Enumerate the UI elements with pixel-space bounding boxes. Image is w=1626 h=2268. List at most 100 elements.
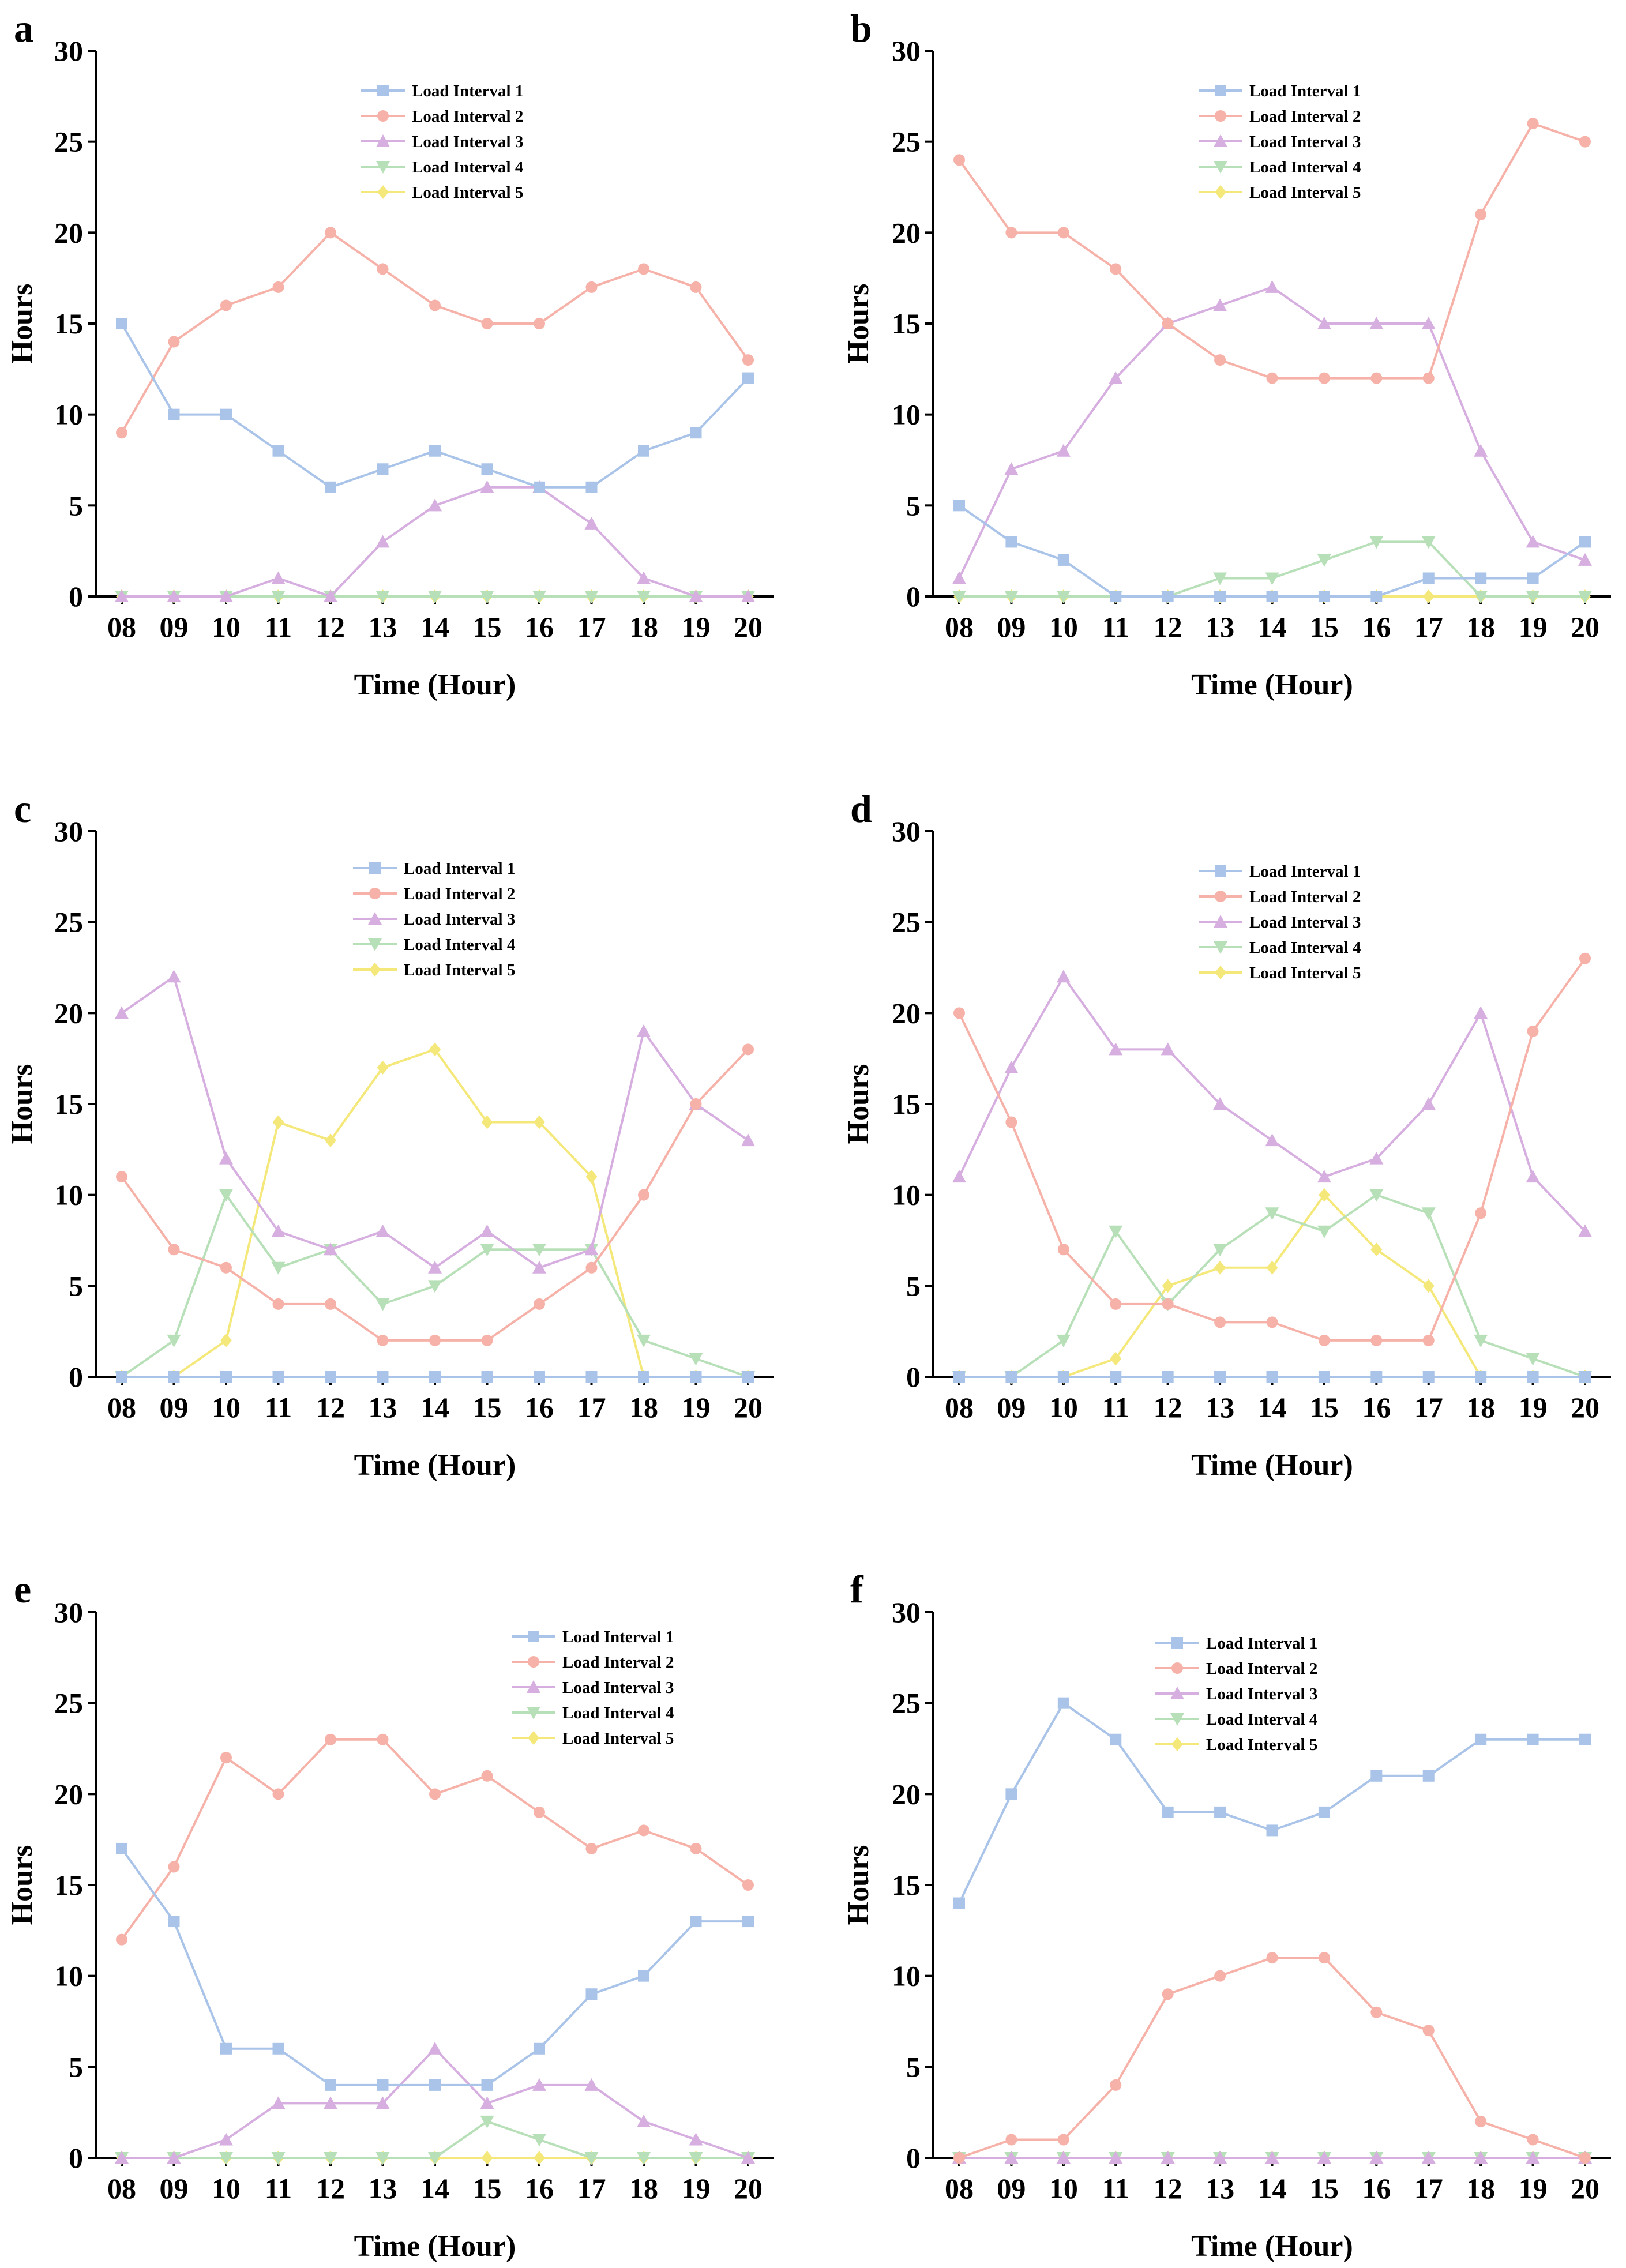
data-point [377, 1060, 389, 1075]
data-point [1421, 1207, 1436, 1221]
legend-label: Load Interval 3 [1249, 133, 1361, 151]
data-point [480, 480, 494, 493]
data-point [1422, 1279, 1435, 1293]
data-point [116, 1171, 127, 1183]
legend: Load Interval 1 Load Interval 2 Load Inter… [1155, 1634, 1317, 1754]
data-point [1265, 1133, 1279, 1147]
data-point [1161, 1042, 1175, 1056]
data-point [1162, 591, 1174, 602]
data-point [1265, 1207, 1279, 1221]
x-tick-label: 17 [1414, 1391, 1443, 1424]
data-point [219, 1151, 233, 1165]
legend-label: Load Interval 4 [562, 1704, 674, 1722]
x-tick-label: 14 [420, 611, 449, 643]
data-point [690, 281, 702, 293]
data-point [953, 1897, 965, 1909]
data-point [167, 970, 181, 983]
data-point [1056, 2151, 1071, 2164]
y-axis-title: Hours [6, 284, 39, 364]
legend-marker [1215, 891, 1226, 902]
data-point [1318, 591, 1330, 602]
data-point [1527, 1025, 1539, 1037]
data-point [1474, 444, 1488, 457]
x-tick-label: 20 [734, 1391, 763, 1424]
x-tick-label: 09 [160, 2172, 189, 2205]
data-point [1005, 2134, 1017, 2146]
data-point [742, 372, 754, 384]
legend-label: Load Interval 5 [1249, 964, 1361, 982]
series-4 [952, 536, 1592, 603]
data-point [1474, 1006, 1488, 1019]
data-point [168, 408, 180, 420]
data-point [1317, 317, 1331, 329]
data-point [584, 591, 599, 603]
data-point [638, 1189, 649, 1201]
data-point [1317, 1225, 1331, 1238]
chart-panel-a: a 0 5 10 15 20 25 30 08 09 10 11 12 13 14 15 16 17 18 19 20 T… [6, 6, 774, 701]
x-tick-label: 13 [369, 611, 397, 643]
data-point [1578, 553, 1592, 566]
data-point [168, 1916, 180, 1928]
data-point [1213, 2151, 1227, 2164]
y-tick-label: 5 [69, 1270, 83, 1302]
data-point [480, 1244, 494, 1257]
data-point [1370, 1770, 1383, 1782]
legend-label: Load Interval 1 [1206, 1634, 1317, 1653]
data-point [271, 1261, 286, 1275]
data-point [1422, 1334, 1435, 1346]
data-point [742, 354, 754, 366]
x-tick-label: 18 [629, 1391, 658, 1424]
data-point [1266, 1952, 1278, 1964]
series-3 [115, 480, 755, 602]
data-point [1527, 118, 1539, 130]
series-2 [116, 1733, 754, 1946]
x-tick-label: 11 [265, 2172, 292, 2205]
y-tick-label: 0 [906, 2142, 921, 2174]
data-point [690, 1371, 702, 1383]
data-point [429, 1788, 441, 1800]
data-point [481, 1770, 493, 1782]
data-point [375, 591, 390, 603]
x-tick-label: 11 [1102, 611, 1129, 643]
data-point [375, 1298, 390, 1311]
data-point [534, 1806, 545, 1818]
x-tick-label: 15 [473, 611, 502, 643]
data-point [325, 2079, 336, 2091]
y-tick-label: 15 [54, 307, 83, 340]
data-point [271, 1224, 286, 1237]
data-point [1213, 1097, 1227, 1110]
data-point [220, 1371, 232, 1383]
y-axis-title: Hours [842, 1845, 875, 1925]
data-point [1370, 1334, 1383, 1346]
data-point [1578, 591, 1592, 603]
data-point [1369, 2151, 1384, 2164]
y-tick-label: 0 [906, 1361, 921, 1393]
x-tick-label: 17 [577, 2172, 606, 2205]
data-point [1579, 952, 1591, 964]
x-tick-label: 15 [473, 1391, 502, 1424]
data-point [375, 2152, 390, 2165]
chart-panel-e: e 0 5 10 15 20 25 30 08 09 10 11 12 13 14 15 16 17 18 19 20 T… [6, 1567, 774, 2263]
data-point [741, 1133, 755, 1147]
data-point [1421, 1097, 1436, 1110]
x-tick-label: 08 [945, 611, 974, 643]
data-point [1266, 1316, 1278, 1328]
x-tick-label: 15 [1310, 2172, 1339, 2205]
panel-label: e [14, 1567, 31, 1611]
data-point [220, 408, 232, 420]
data-point [1421, 2151, 1436, 2164]
data-point [429, 1042, 441, 1057]
data-point [1421, 317, 1436, 329]
x-tick-label: 11 [1102, 1391, 1129, 1424]
data-point [168, 1371, 180, 1383]
x-tick-label: 16 [1362, 611, 1391, 643]
data-point [638, 1970, 649, 1982]
legend-label: Load Interval 2 [1249, 107, 1361, 126]
x-tick-label: 08 [107, 611, 136, 643]
data-point [116, 1371, 127, 1383]
legend-marker [377, 85, 389, 96]
data-point [532, 591, 546, 603]
data-point [532, 1260, 546, 1274]
chart-panel-d: d 0 5 10 15 20 25 30 08 09 10 11 12 13 14 15 16 17 18 19 20 T… [842, 787, 1611, 1482]
